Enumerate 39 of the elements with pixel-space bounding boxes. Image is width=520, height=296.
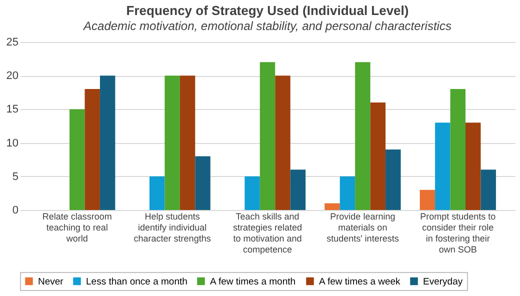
bar (324, 203, 340, 210)
x-tick-label: Prompt students to consider their role in fostering their own SOB (420, 212, 496, 254)
bar (275, 76, 290, 210)
bar (84, 89, 100, 210)
bar (450, 89, 466, 210)
bar (435, 122, 450, 210)
x-tick-label: Provide learning materials on students' interests (326, 212, 400, 244)
y-tick-label: 5 (12, 170, 18, 183)
bar (386, 150, 401, 210)
legend-label: Less than once a month (86, 276, 188, 288)
bar (180, 76, 196, 210)
bar (370, 102, 386, 210)
bar (480, 170, 496, 210)
bar (420, 190, 436, 210)
bar (195, 156, 210, 210)
legend-label: Everyday (423, 276, 463, 288)
bar (290, 170, 306, 210)
x-tick-label: Relate classroom teaching to real world (42, 212, 112, 244)
bar (355, 62, 370, 210)
y-tick-label: 20 (6, 70, 18, 82)
y-tick-label: 25 (6, 36, 18, 48)
legend-label: Never (38, 276, 64, 288)
bar (70, 109, 85, 210)
legend-label: A few times a month (210, 276, 296, 288)
x-tick-label: Teach skills and strategies related to motivation and competence (232, 212, 302, 254)
bar (149, 176, 165, 210)
legend-label: A few times a week (319, 276, 401, 288)
bar (260, 62, 276, 210)
bar (244, 176, 260, 210)
chart-title: Frequency of Strategy Used (Individual Level) (126, 3, 409, 18)
bar (100, 76, 116, 210)
x-tick-label: Help students identify individual character strengths (134, 212, 212, 244)
bar (164, 76, 180, 210)
bar (466, 122, 481, 210)
y-tick-label: 15 (6, 104, 18, 116)
y-tick-label: 10 (6, 137, 18, 150)
y-tick-label: 0 (12, 204, 18, 216)
chart-subtitle: Academic motivation, emotional stability, and personal characteristics (82, 19, 452, 33)
bar (340, 176, 356, 210)
